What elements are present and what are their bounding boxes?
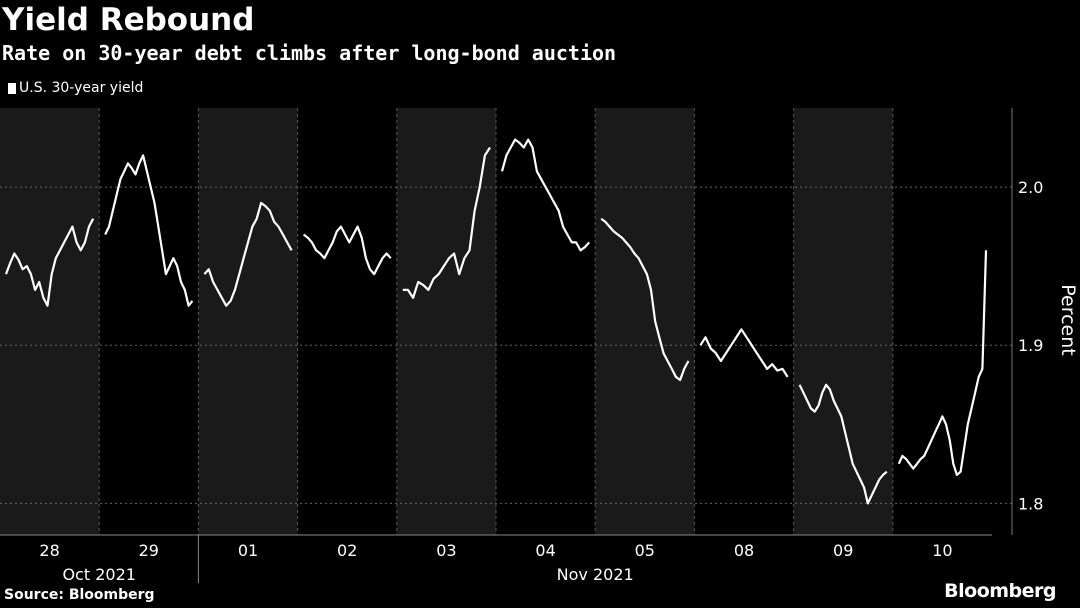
x-tick-label-08: 08 (734, 541, 754, 560)
day-band-28 (0, 108, 100, 535)
month-label: Nov 2021 (557, 565, 634, 584)
x-tick-label-09: 09 (833, 541, 853, 560)
legend-swatch (8, 82, 16, 94)
y-tick-label: 1.8 (1018, 494, 1043, 513)
day-band-03 (396, 108, 496, 535)
month-label: Oct 2021 (62, 565, 135, 584)
x-tick-label-05: 05 (635, 541, 655, 560)
legend-label: U.S. 30-year yield (19, 80, 144, 96)
series-line-02 (302, 225, 392, 276)
bloomberg-logo: Bloomberg (944, 580, 1056, 602)
x-tick-label-03: 03 (436, 541, 456, 560)
series-line-29 (104, 154, 194, 307)
x-tick-label-02: 02 (337, 541, 357, 560)
series-line-01 (203, 201, 293, 307)
y-tick-label: 2.0 (1018, 178, 1043, 197)
day-band-05 (595, 108, 695, 535)
series-line-03 (402, 146, 491, 299)
x-tick-label-28: 28 (39, 541, 59, 560)
day-band-01 (198, 108, 298, 535)
x-tick-label-04: 04 (535, 541, 555, 560)
chart-title: Yield Rebound (2, 2, 255, 38)
x-tick-label-29: 29 (139, 541, 159, 560)
legend: U.S. 30-year yield (8, 80, 143, 96)
x-tick-label-10: 10 (932, 541, 952, 560)
series-line-05 (600, 217, 690, 382)
series-line-10 (897, 250, 988, 476)
x-tick-label-01: 01 (238, 541, 258, 560)
source-note: Source: Bloomberg (4, 587, 155, 603)
y-tick-label: 1.9 (1018, 336, 1043, 355)
y-axis-label: Percent (1057, 284, 1079, 356)
series-line-28 (4, 218, 95, 307)
series-line-09 (798, 383, 888, 505)
chart-subtitle: Rate on 30-year debt climbs after long-b… (2, 41, 617, 65)
series-line-04 (500, 138, 591, 252)
day-band-09 (793, 108, 893, 535)
series-line-08 (699, 328, 789, 378)
